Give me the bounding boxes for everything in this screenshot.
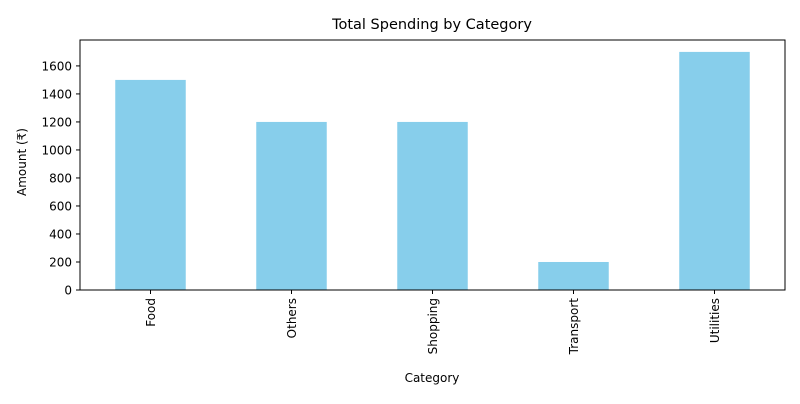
chart-title: Total Spending by Category — [331, 17, 532, 33]
x-tick-label-food: Food — [144, 298, 158, 327]
x-tick-label-transport: Transport — [567, 298, 581, 356]
y-tick-label: 1400 — [41, 87, 72, 101]
y-axis-label: Amount (₹) — [15, 128, 29, 196]
x-tick-label-others: Others — [285, 298, 299, 338]
plot-area — [79, 39, 786, 291]
bar-others — [256, 121, 327, 290]
y-tick-label: 200 — [49, 255, 72, 269]
x-axis: Food Others Shopping Transport Utilities — [144, 290, 722, 355]
bar-food — [115, 79, 186, 290]
y-tick-label: 0 — [64, 284, 72, 298]
x-tick-label-shopping: Shopping — [426, 298, 440, 354]
y-tick-label: 1000 — [41, 143, 72, 157]
x-tick-label-utilities: Utilities — [708, 298, 722, 343]
y-tick-label: 1200 — [41, 115, 72, 129]
y-axis: 0 200 400 600 800 1000 1200 1400 1600 — [41, 59, 80, 298]
y-tick-label: 1600 — [41, 59, 72, 73]
y-tick-label: 600 — [49, 199, 72, 213]
x-axis-label: Category — [405, 371, 460, 385]
bar-utilities — [679, 51, 750, 291]
y-tick-label: 400 — [49, 227, 72, 241]
bar-shopping — [397, 121, 468, 290]
y-tick-label: 800 — [49, 171, 72, 185]
bar-transport — [538, 261, 609, 290]
